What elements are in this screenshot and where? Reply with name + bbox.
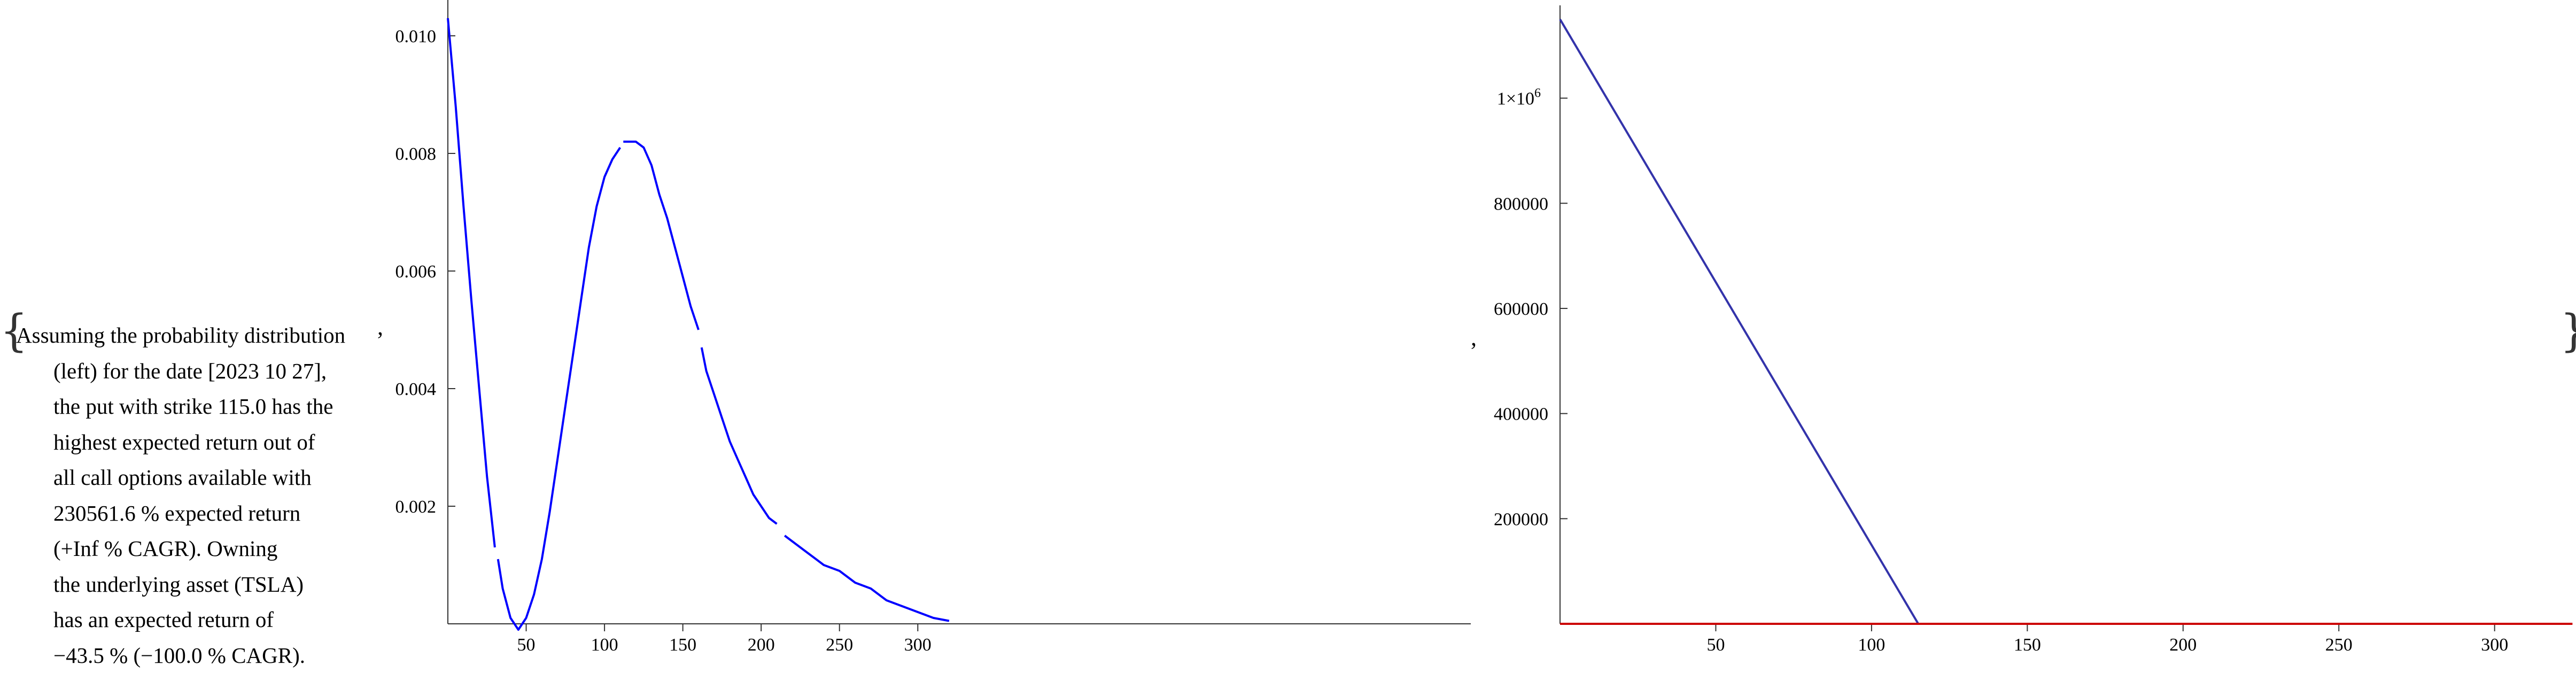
x-tick-label: 100 (1858, 635, 1885, 655)
y-tick-label: 200000 (1494, 509, 1548, 529)
series-line-0 (1560, 19, 1918, 624)
x-tick-label: 200 (2169, 635, 2197, 655)
x-tick-label: 250 (2325, 635, 2353, 655)
y-tick-label: 1×106 (1497, 87, 1541, 109)
x-tick-label: 50 (1706, 635, 1725, 655)
y-tick-label: 800000 (1494, 194, 1548, 214)
x-tick-label: 150 (2014, 635, 2041, 655)
y-tick-label: 600000 (1494, 299, 1548, 319)
x-tick-label: 300 (2481, 635, 2508, 655)
y-tick-label: 400000 (1494, 405, 1548, 424)
